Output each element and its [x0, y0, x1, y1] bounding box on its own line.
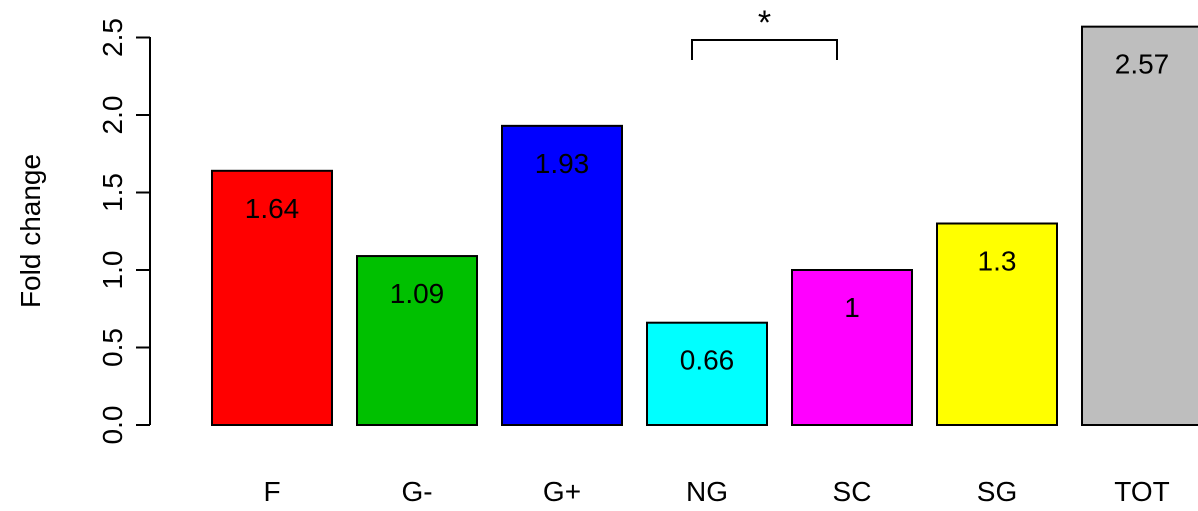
y-tick-label-5: 2.5	[97, 18, 128, 57]
y-tick-label-1: 0.5	[97, 328, 128, 367]
category-label-TOT: TOT	[1114, 476, 1169, 507]
value-label-G-: 1.09	[390, 278, 445, 309]
value-label-TOT: 2.57	[1115, 49, 1170, 80]
category-label-F: F	[263, 476, 280, 507]
bar-TOT	[1081, 25, 1198, 427]
significance-bracket: *	[691, 4, 838, 60]
value-label-NG: 0.66	[680, 345, 735, 376]
category-label-G+: G+	[543, 476, 581, 507]
category-label-NG: NG	[686, 476, 728, 507]
value-labels: 1.64 1.09 1.93 0.66 1 1.3 2.57	[245, 49, 1170, 376]
y-tick-label-4: 2.0	[97, 96, 128, 135]
value-label-F: 1.64	[245, 193, 300, 224]
significance-marker: *	[758, 4, 771, 42]
bars	[211, 25, 1198, 427]
bar-SG	[936, 222, 1058, 426]
y-axis-ticks: 0.0 0.5 1.0 1.5 2.0 2.5	[97, 18, 150, 444]
category-label-SG: SG	[977, 476, 1017, 507]
value-label-G+: 1.93	[535, 148, 590, 179]
value-label-SG: 1.3	[978, 246, 1017, 277]
bar-G+	[501, 124, 623, 426]
category-labels: F G- G+ NG SC SG TOT	[263, 476, 1169, 507]
significance-bracket-line	[691, 39, 838, 60]
bar-G-	[356, 255, 478, 426]
bar-SC	[791, 269, 913, 426]
value-label-SC: 1	[844, 292, 860, 323]
bar-NG	[646, 321, 768, 427]
category-label-SC: SC	[833, 476, 872, 507]
y-tick-label-2: 1.0	[97, 251, 128, 290]
y-axis: 0.0 0.5 1.0 1.5 2.0 2.5	[97, 18, 151, 444]
y-tick-label-0: 0.0	[97, 406, 128, 445]
y-axis-label: Fold change	[15, 154, 46, 308]
bar-F	[211, 169, 333, 426]
y-tick-label-3: 1.5	[97, 173, 128, 212]
category-label-G-: G-	[401, 476, 432, 507]
